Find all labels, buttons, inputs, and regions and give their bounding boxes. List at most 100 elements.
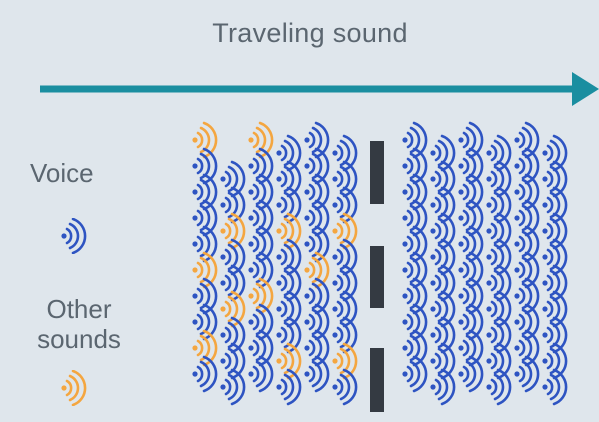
barrier-segment <box>370 246 384 308</box>
voice-sound-wave-icon <box>486 134 512 172</box>
voice-sound-wave-icon <box>402 121 428 159</box>
voice-sound-wave-icon <box>514 199 540 237</box>
other-sound-wave-icon <box>248 121 274 159</box>
voice-sound-wave-icon <box>486 368 512 406</box>
voice-sound-wave-icon <box>514 147 540 185</box>
voice-sound-wave-icon <box>276 160 302 198</box>
voice-sound-wave-icon <box>192 277 218 315</box>
other-sound-wave-icon <box>276 212 302 250</box>
voice-sound-wave-icon <box>304 303 330 341</box>
voice-sound-wave-icon <box>542 342 568 380</box>
voice-sound-wave-icon <box>332 134 358 172</box>
voice-sound-wave-icon <box>514 277 540 315</box>
barrier-segment <box>370 141 384 204</box>
voice-sound-wave-icon <box>220 342 246 380</box>
other-sound-wave-icon <box>220 290 246 328</box>
voice-sound-wave-icon <box>542 186 568 224</box>
voice-sound-wave-icon <box>458 147 484 185</box>
voice-sound-wave-icon <box>192 303 218 341</box>
voice-sound-wave-icon <box>430 134 456 172</box>
voice-sound-wave-icon <box>542 212 568 250</box>
other-sound-wave-icon <box>220 212 246 250</box>
barrier-segment <box>370 348 384 412</box>
voice-sound-wave-icon <box>332 238 358 276</box>
other-sound-wave-icon <box>192 329 218 367</box>
voice-sound-wave-icon <box>402 303 428 341</box>
voice-sound-wave-icon <box>248 199 274 237</box>
voice-sound-wave-icon <box>542 290 568 328</box>
voice-sound-wave-icon <box>458 251 484 289</box>
legend-voice-label: Voice <box>30 158 94 188</box>
voice-sound-wave-icon <box>248 329 274 367</box>
voice-sound-wave-icon <box>430 160 456 198</box>
voice-sound-wave-icon <box>542 134 568 172</box>
voice-sound-wave-icon <box>486 316 512 354</box>
voice-sound-wave-icon <box>304 355 330 393</box>
arrow-head <box>572 72 599 106</box>
voice-sound-wave-icon <box>276 316 302 354</box>
voice-sound-wave-icon <box>514 173 540 211</box>
voice-sound-wave-icon <box>402 329 428 367</box>
voice-sound-wave-icon <box>402 199 428 237</box>
voice-sound-wave-icon <box>192 199 218 237</box>
voice-sound-wave-icon <box>304 121 330 159</box>
voice-sound-wave-icon <box>276 290 302 328</box>
voice-sound-wave-icon <box>486 264 512 302</box>
voice-sound-wave-icon <box>304 173 330 211</box>
voice-sound-wave-icon <box>514 355 540 393</box>
legend-other-label-line1: Other <box>46 294 112 324</box>
other-sound-wave-icon <box>192 251 218 289</box>
voice-sound-wave-icon <box>458 225 484 263</box>
voice-sound-wave-icon <box>430 212 456 250</box>
voice-sound-wave-icon <box>430 290 456 328</box>
voice-sound-wave-icon <box>514 329 540 367</box>
voice-sound-wave-icon <box>220 368 246 406</box>
voice-sound-wave-icon <box>248 355 274 393</box>
legend-other-label-line2: sounds <box>37 324 121 354</box>
voice-sound-wave-icon <box>304 147 330 185</box>
diagram-title: Traveling sound <box>212 18 408 48</box>
voice-sound-wave-icon <box>276 186 302 224</box>
voice-sound-wave-icon <box>542 316 568 354</box>
voice-sound-wave-icon <box>486 212 512 250</box>
voice-sound-wave-icon <box>486 290 512 328</box>
voice-sound-wave-icon <box>276 368 302 406</box>
voice-sound-wave-icon <box>276 238 302 276</box>
voice-sound-wave-icon <box>402 225 428 263</box>
voice-sound-wave-icon <box>220 264 246 302</box>
voice-sound-wave-icon <box>220 160 246 198</box>
other-sound-wave-icon <box>192 121 218 159</box>
other-sound-wave-icon <box>304 251 330 289</box>
voice-sound-wave-icon <box>458 199 484 237</box>
voice-sound-wave-icon <box>542 238 568 276</box>
voice-sound-wave-icon <box>220 238 246 276</box>
voice-sound-wave-icon <box>458 277 484 315</box>
voice-sound-wave-icon <box>486 160 512 198</box>
voice-sound-wave-icon <box>248 147 274 185</box>
voice-sound-wave-icon <box>192 355 218 393</box>
voice-sound-wave-icon <box>332 264 358 302</box>
voice-sound-wave-icon <box>430 186 456 224</box>
voice-sound-wave-icon <box>332 160 358 198</box>
voice-sound-wave-icon <box>542 264 568 302</box>
voice-sound-wave-icon <box>542 160 568 198</box>
voice-sound-wave-icon <box>402 355 428 393</box>
voice-sound-wave-icon <box>458 121 484 159</box>
voice-sound-wave-icon <box>332 290 358 328</box>
voice-sound-wave-icon <box>192 173 218 211</box>
voice-sound-wave-icon <box>192 225 218 263</box>
other-sound-wave-icon <box>248 277 274 315</box>
voice-sound-wave-icon <box>248 225 274 263</box>
voice-sound-wave-icon <box>514 251 540 289</box>
voice-sound-wave-icon <box>332 186 358 224</box>
voice-sound-wave-icon <box>332 368 358 406</box>
voice-sound-wave-icon <box>192 147 218 185</box>
voice-sound-wave-icon <box>430 316 456 354</box>
voice-sound-wave-icon <box>486 342 512 380</box>
other-sound-icon <box>61 369 87 411</box>
voice-sound-wave-icon <box>248 251 274 289</box>
voice-sound-wave-icon <box>220 186 246 224</box>
